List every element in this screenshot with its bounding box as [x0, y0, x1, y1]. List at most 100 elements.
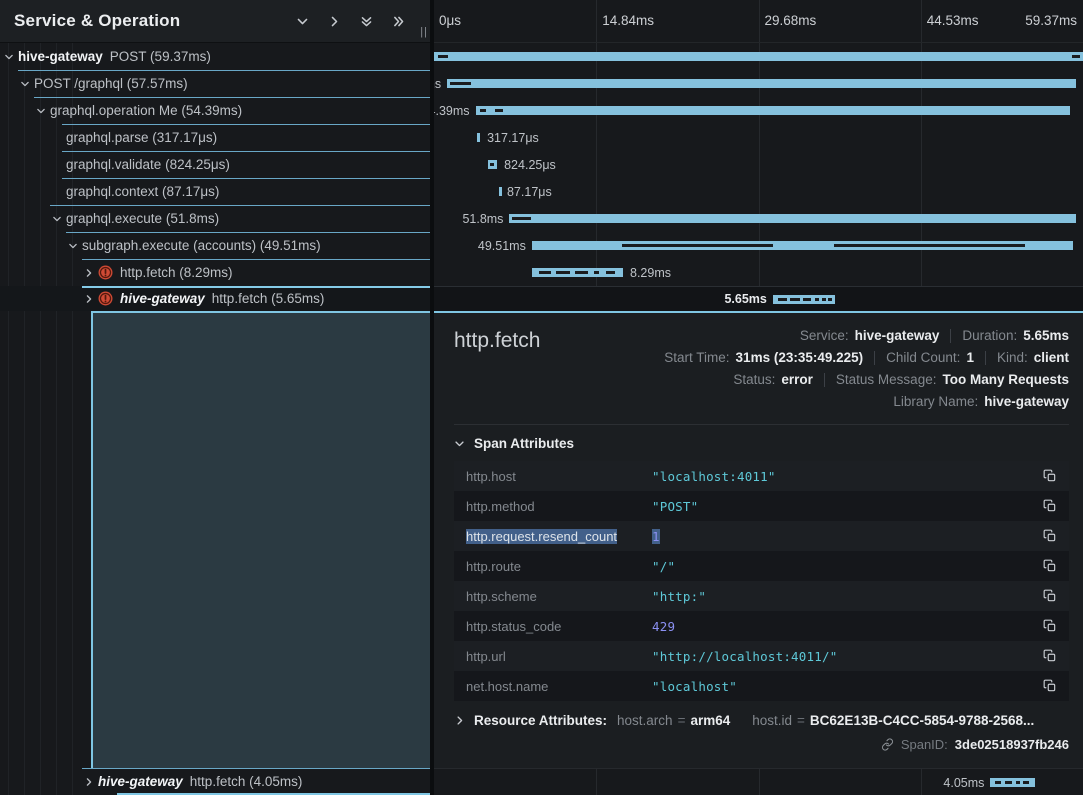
span-duration-bar[interactable]	[488, 160, 498, 169]
span-duration-bar[interactable]	[990, 778, 1035, 787]
timeline-lanes: 57.57ms 54.39ms 317.17μs 824.25μs 87.17μs 51.…	[434, 43, 1083, 311]
span-tree-row[interactable]: graphql.operation Me (54.39ms)	[0, 97, 430, 124]
resource-attributes-title: Resource Attributes:	[474, 713, 608, 728]
axis-tick-label: 44.53ms	[926, 13, 979, 28]
chevron-right-icon[interactable]	[84, 294, 98, 304]
meta-line: Service: hive-gateway Duration: 5.65ms	[800, 326, 1069, 345]
span-tree-row[interactable]: hive-gateway POST (59.37ms)	[0, 43, 430, 70]
row-separator	[50, 205, 430, 206]
attribute-row: http.request.resend_count 1	[454, 521, 1069, 551]
link-icon[interactable]	[881, 738, 894, 751]
child-span-mark	[512, 217, 531, 220]
chevron-right-icon[interactable]	[84, 268, 98, 278]
copy-button[interactable]	[1041, 469, 1057, 483]
copy-button[interactable]	[1041, 499, 1057, 513]
span-duration-bar[interactable]	[434, 52, 1083, 61]
child-span-mark	[437, 55, 448, 58]
child-span-mark	[803, 298, 812, 301]
attribute-key: http.status_code	[466, 618, 562, 634]
attribute-row: net.host.name "localhost"	[454, 671, 1069, 701]
meta-label: Status Message:	[835, 372, 937, 387]
span-tree-row[interactable]: graphql.execute (51.8ms)	[0, 205, 430, 232]
chevron-down-icon[interactable]	[68, 241, 82, 251]
duration-label: 317.17μs	[487, 130, 539, 145]
span-duration-bar[interactable]	[772, 295, 835, 304]
duration-label: 51.8ms	[462, 211, 504, 226]
span-timeline-row[interactable]: 4.05ms	[434, 769, 1083, 795]
span-duration-bar[interactable]	[509, 214, 1076, 223]
span-timeline-row[interactable]: 51.8ms	[434, 205, 1083, 232]
span-duration-bar[interactable]	[532, 268, 623, 277]
attribute-value: 429	[652, 618, 676, 634]
attribute-row: http.url "http://localhost:4011/"	[454, 641, 1069, 671]
chevron-right-icon[interactable]	[84, 777, 98, 787]
chevron-down-icon[interactable]	[4, 52, 18, 62]
span-timeline-row[interactable]: 5.65ms	[434, 286, 1083, 311]
attribute-key: http.method	[466, 498, 535, 514]
span-tree-row[interactable]: POST /graphql (57.57ms)	[0, 70, 430, 97]
collapse-all-button[interactable]	[358, 13, 374, 29]
row-separator	[18, 70, 430, 71]
child-span-mark	[1015, 781, 1020, 784]
child-span-mark	[834, 244, 1026, 247]
span-timeline-row[interactable]	[434, 43, 1083, 70]
span-tree-row[interactable]: hive-gateway http.fetch (4.05ms)	[0, 768, 430, 795]
span-duration-bar[interactable]	[475, 106, 1071, 115]
detail-divider	[454, 424, 1069, 425]
bottom-span-row-container: hive-gateway http.fetch (4.05ms)	[0, 768, 430, 795]
attribute-key: http.route	[466, 558, 521, 574]
expand-all-button[interactable]	[390, 13, 406, 29]
copy-button[interactable]	[1041, 559, 1057, 573]
attribute-value: "http:"	[652, 588, 707, 604]
chevrons-right-icon	[392, 15, 405, 28]
span-tree-row[interactable]: graphql.parse (317.17μs)	[0, 124, 430, 151]
resource-attributes-row[interactable]: Resource Attributes: host.arch = arm64 host…	[454, 713, 1069, 728]
span-timeline-row[interactable]: 54.39ms	[434, 97, 1083, 124]
bottom-span-lane: 4.05ms	[434, 768, 1083, 795]
panel-divider[interactable]	[430, 0, 434, 795]
span-timeline-row[interactable]: 49.51ms	[434, 232, 1083, 259]
meta-label: Library Name:	[893, 394, 979, 409]
span-tree-row[interactable]: http.fetch (8.29ms)	[0, 259, 430, 286]
copy-button[interactable]	[1041, 529, 1057, 543]
span-tree-row[interactable]: hive-gateway http.fetch (5.65ms)	[0, 286, 430, 311]
span-attributes-header[interactable]: Span Attributes	[454, 436, 1069, 451]
meta-value: Too Many Requests	[942, 372, 1069, 387]
span-timeline-row[interactable]: 317.17μs	[434, 124, 1083, 151]
panel-resize-handle[interactable]: ||	[420, 26, 428, 38]
meta-value: 5.65ms	[1023, 328, 1069, 343]
expand-one-button[interactable]	[326, 13, 342, 29]
span-duration-bar[interactable]	[447, 79, 1077, 88]
span-timeline-row[interactable]: 824.25μs	[434, 151, 1083, 178]
chevron-down-icon[interactable]	[20, 79, 34, 89]
span-tree-row[interactable]: graphql.validate (824.25μs)	[0, 151, 430, 178]
span-tree-row[interactable]: graphql.context (87.17μs)	[0, 178, 430, 205]
span-timeline-row[interactable]: 87.17μs	[434, 178, 1083, 205]
copy-button[interactable]	[1041, 619, 1057, 633]
panel-title: Service & Operation	[14, 11, 181, 30]
span-duration-bar[interactable]	[476, 133, 481, 142]
span-duration-bar[interactable]	[499, 187, 503, 196]
chevron-down-icon[interactable]	[454, 438, 465, 449]
span-timeline-row[interactable]: 8.29ms	[434, 259, 1083, 286]
equals-sign: =	[677, 713, 686, 728]
meta-separator	[950, 328, 952, 343]
service-name: hive-gateway	[120, 291, 205, 306]
span-name-title: http.fetch	[454, 329, 541, 352]
meta-separator	[874, 350, 876, 365]
chevron-down-icon[interactable]	[52, 214, 66, 224]
copy-button[interactable]	[1041, 589, 1057, 603]
row-separator	[62, 124, 430, 125]
span-timeline-row[interactable]: 57.57ms	[434, 70, 1083, 97]
axis-tick-label: 59.37ms	[1025, 13, 1077, 28]
chevron-right-icon[interactable]	[454, 715, 465, 726]
collapse-one-button[interactable]	[294, 13, 310, 29]
copy-button[interactable]	[1041, 679, 1057, 693]
meta-value: error	[781, 372, 813, 387]
child-span-mark	[622, 244, 773, 247]
span-duration-bar[interactable]	[531, 241, 1074, 250]
copy-button[interactable]	[1041, 649, 1057, 663]
chevron-down-icon[interactable]	[36, 106, 50, 116]
span-tree-row[interactable]: subgraph.execute (accounts) (49.51ms)	[0, 232, 430, 259]
duration-label: 4.05ms	[943, 775, 985, 790]
